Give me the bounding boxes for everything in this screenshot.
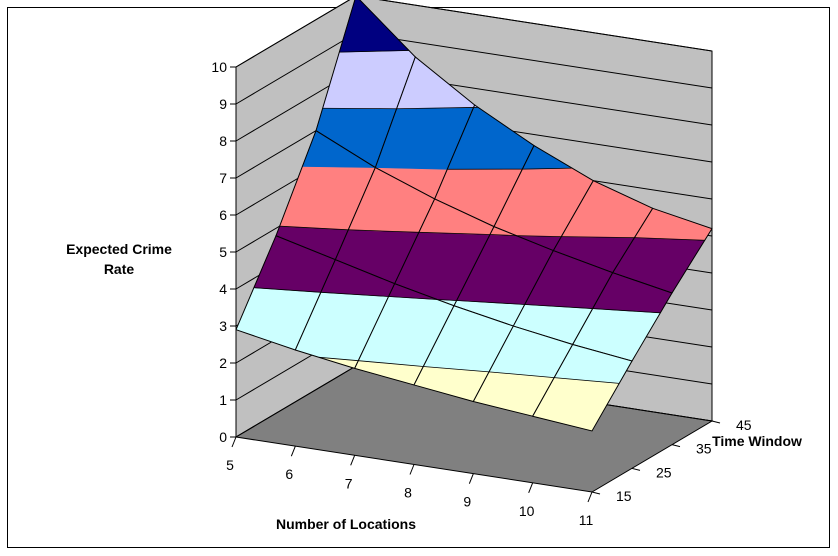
contour-line: [279, 225, 349, 231]
x-tick: [290, 445, 296, 457]
z-tick-label: 9: [219, 96, 227, 112]
x-tick-label: 9: [463, 494, 471, 510]
y-tick-label: 25: [656, 464, 672, 480]
z-tick-label: 2: [219, 355, 227, 371]
y-tick-label: 45: [736, 417, 752, 433]
z-tick-label: 1: [219, 392, 227, 408]
y-tick: [591, 491, 601, 495]
contour-line: [348, 229, 419, 233]
contour-line: [339, 50, 409, 53]
z-tick-label: 5: [219, 244, 227, 260]
z-axis-title-line1: Expected Crime: [66, 241, 172, 257]
z-tick-label: 8: [219, 133, 227, 149]
contour-line: [358, 360, 424, 367]
contour-line: [396, 107, 474, 110]
surface-cell: [512, 249, 614, 346]
contour-line: [437, 299, 457, 301]
surface-cell: [434, 104, 535, 228]
contour-line: [554, 377, 620, 384]
contour-line: [592, 308, 661, 314]
surface-cell: [472, 325, 574, 417]
contour-line: [388, 296, 438, 300]
cell-outline: [531, 343, 633, 432]
contour-line: [319, 356, 359, 362]
z-tick-label: 4: [219, 281, 227, 297]
contour-line: [456, 300, 525, 305]
y-tick: [711, 420, 721, 424]
gridline-z-10: [235, 0, 713, 68]
contour-line: [634, 237, 705, 241]
contour-line: [423, 366, 490, 373]
z-tick-label: 7: [219, 170, 227, 186]
contour-line: [516, 235, 562, 237]
contour-line: [489, 371, 555, 378]
z-tick-label: 10: [211, 59, 227, 75]
x-tick: [468, 473, 474, 484]
axes: [230, 66, 721, 503]
x-tick-label: 5: [226, 457, 234, 473]
y-tick-label: 15: [616, 488, 632, 504]
contour-line: [320, 291, 389, 297]
contour-line: [418, 231, 491, 235]
x-tick: [350, 455, 356, 466]
surface-cell: [531, 343, 633, 432]
z-tick-label: 6: [219, 207, 227, 223]
y-tick-label: 35: [696, 441, 712, 457]
x-tick: [587, 491, 593, 503]
contour-line: [524, 304, 593, 309]
y-tick: [631, 467, 641, 471]
surface-plot: [235, 0, 713, 432]
z-axis-title-line2: Rate: [104, 261, 135, 277]
z-tick-label: 0: [219, 429, 227, 445]
y-axis-title: Time Window: [712, 433, 802, 449]
surface-cell: [235, 235, 336, 351]
x-tick-label: 6: [285, 466, 293, 482]
x-tick: [528, 482, 534, 494]
surface-cell: [294, 259, 396, 369]
surface-cell: [374, 56, 476, 200]
contour-line: [322, 107, 397, 110]
x-axis-title: Number of Locations: [276, 516, 416, 532]
x-tick-label: 7: [345, 475, 353, 491]
x-tick: [231, 436, 237, 448]
x-tick-label: 10: [519, 503, 535, 519]
y-tick: [671, 444, 681, 448]
x-tick-label: 11: [579, 512, 594, 528]
contour-line: [561, 236, 635, 238]
x-tick-label: 8: [404, 485, 412, 501]
contour-line: [253, 287, 321, 293]
x-tick: [409, 464, 415, 475]
surface-cell: [275, 129, 377, 261]
z-tick-label: 3: [219, 318, 227, 334]
surface-cell: [315, 0, 416, 169]
contour-line: [522, 167, 573, 170]
surface-cell: [413, 305, 515, 403]
contour-line: [489, 234, 517, 237]
